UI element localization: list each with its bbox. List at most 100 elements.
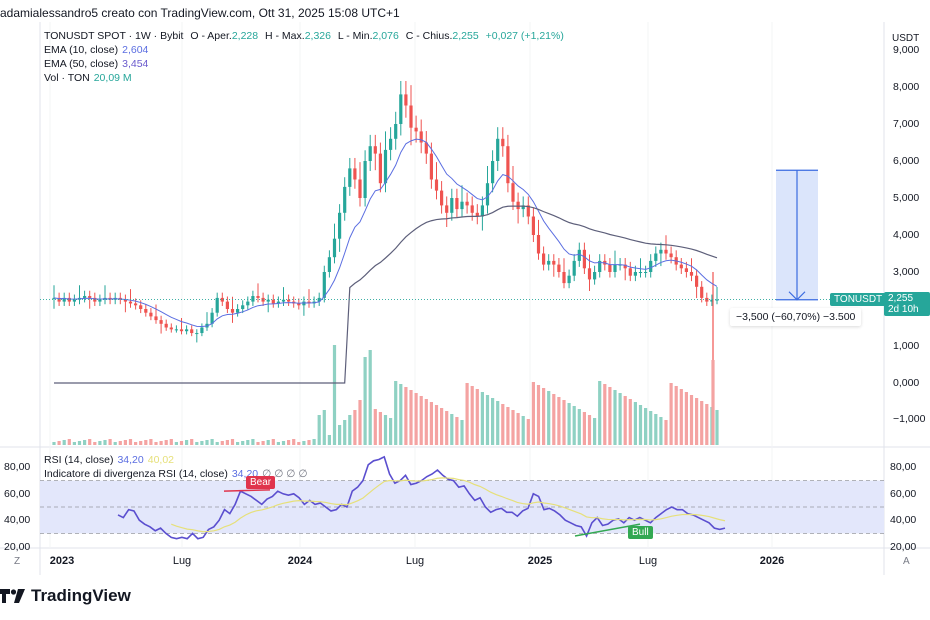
candle-body [429,153,433,180]
price-tick: 1,000 [893,340,920,352]
candle-body [455,198,459,210]
candle-body [480,205,484,217]
candle-body [659,249,663,254]
volume-bar [506,407,510,445]
rsi-divergence-label: Indicatore di divergenza RSI (14, close) [44,468,228,480]
candle-body [664,249,668,254]
volume-bar [292,439,296,445]
volume-bar [419,396,423,445]
candle-body [266,299,270,302]
volume-bar [491,398,495,445]
volume-bar [577,409,581,445]
volume-bar [409,390,413,445]
price-tick: 4,000 [893,229,920,241]
volume-bar [633,402,637,445]
volume-bar [516,413,520,445]
volume-bar [649,411,653,445]
volume-bar [383,415,388,445]
volume-bar [526,419,530,445]
candle-body [496,138,500,161]
candle-body [251,296,255,302]
candle-body [669,253,673,258]
volume-bar [52,442,56,445]
volume-bar [327,435,331,445]
price-tick: 0,000 [893,376,920,389]
candle-body [139,305,143,309]
volume-bar [480,392,484,445]
ema50-legend[interactable]: EMA (50, close) 3,454 [44,58,152,70]
volume-bar [312,439,316,445]
candle-body [689,272,694,276]
volume-bar [210,439,214,445]
volume-bar [496,401,500,445]
volume-bar [317,415,321,445]
symbol-line: TONUSDT SPOT · 1W · Bybit [44,30,184,42]
candle-body [608,264,612,272]
candle-body [531,216,535,235]
price-tick: 5,000 [893,192,920,204]
candle-body [506,146,510,184]
volume-bar [358,400,362,445]
volume-bar [628,399,632,445]
candle-body [445,205,449,213]
volume-bar [144,440,148,445]
price-tick: −1,000 [893,413,926,425]
volume-bar [689,395,694,445]
candle-body [582,249,586,269]
candle-body [297,303,301,306]
volume-bar [521,416,525,445]
candle-body [649,260,653,272]
ema10-line [53,138,718,328]
candle-body [287,299,291,302]
volume-bar [608,387,612,445]
volume-bar [598,381,602,445]
symbol-badge: TONUSDT [830,293,887,306]
candle-body [470,205,474,213]
candle-body [179,329,184,332]
candle-body [547,260,551,265]
volume-bar [200,441,204,445]
ema50-value: 3,454 [122,58,149,70]
rsi-tick: 20,00 [890,540,917,553]
change-value: +0,027 (+1,21%) [485,30,564,42]
volume-bar [261,441,265,445]
volume-bar [475,389,479,445]
volume-bar [276,442,280,445]
candle-body [215,297,219,313]
time-tick: 2026 [759,555,785,567]
volume-bar [230,439,235,445]
volume-legend[interactable]: Vol · TON 20,09 M [44,72,136,84]
candle-body [475,212,479,217]
close-label: C - Chius. [405,30,453,42]
ema10-legend[interactable]: EMA (10, close) 2,604 [44,44,152,56]
zoom-left-button[interactable]: Z [14,556,21,567]
volume-bar [450,414,454,445]
volume-bar [424,399,428,445]
rsi-legend[interactable]: RSI (14, close) 34,20 40,02 [44,454,178,466]
candle-body [491,161,495,184]
time-tick: 2023 [49,555,75,567]
volume-bar [664,420,668,445]
candle-body [322,272,326,298]
rsi-tick: 40,00 [4,514,31,527]
candle-body [613,264,617,272]
candle-body [276,301,280,304]
time-tick: 2025 [527,555,553,567]
symbol-legend: TONUSDT SPOT · 1W · Bybit O - Aper.2,228… [44,30,568,42]
measure-arrow-head [788,291,806,301]
volume-bar [536,385,541,445]
candle-body [557,264,561,272]
volume-bar [128,439,133,445]
price-tick: 9,000 [893,44,920,56]
bear-divergence-label: Bear [246,476,276,489]
ema10-value: 2,604 [122,44,149,56]
candle-body [241,305,245,309]
candle-body [169,327,173,330]
volume-bar [674,386,678,445]
bear-divergence-line [223,489,271,492]
auto-scale-button[interactable]: A [903,556,910,567]
volume-bar [246,440,250,445]
volume-bar [542,388,546,445]
candle-body [618,264,622,266]
